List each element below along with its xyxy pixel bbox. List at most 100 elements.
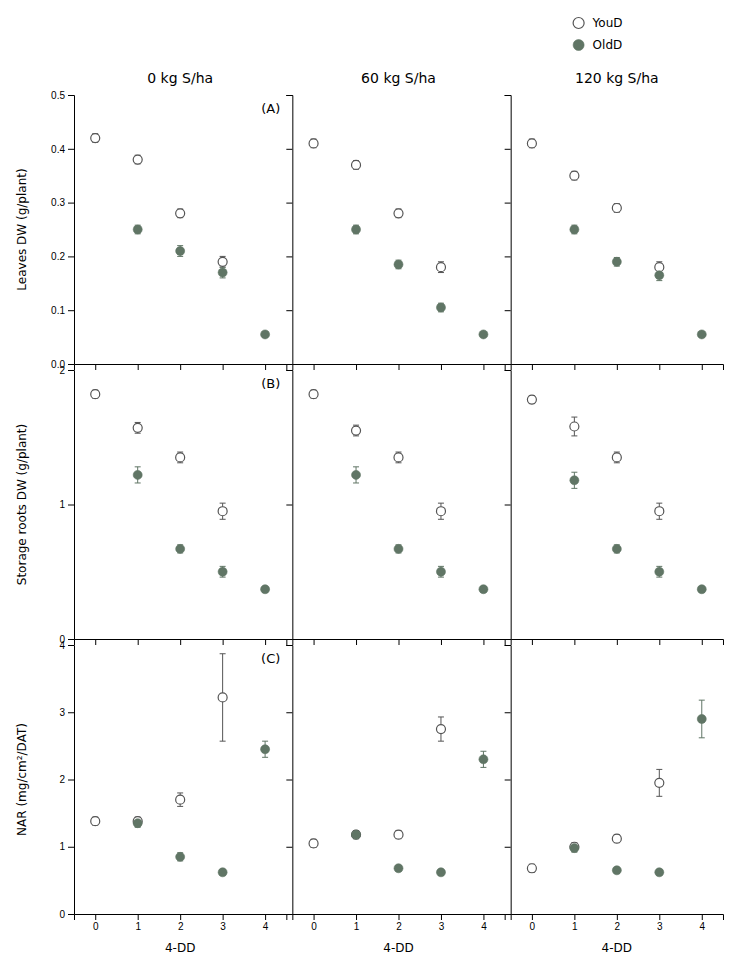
y-tick [505,505,511,506]
y-tick [286,505,292,506]
point [655,868,664,877]
x-axis-line [75,915,287,921]
point [479,585,488,594]
y-tick-mark [505,505,511,506]
point [527,864,536,873]
panel [286,371,505,646]
point [176,247,185,256]
x-tick-label: 4 [481,921,487,932]
point [91,817,100,826]
point [176,453,185,462]
x-tick: 4 [263,914,269,932]
x-tick [265,639,266,645]
point [218,268,227,277]
point [436,507,445,516]
y-tick-mark [286,95,292,96]
x-tick [95,639,96,645]
x-tick-mark [223,914,224,920]
y-axis [505,96,512,365]
x-tick-mark [617,914,618,920]
y-tick-mark [68,639,74,640]
x-tick-mark [483,639,484,645]
point [612,834,621,843]
y-tick-label: 3 [59,707,65,718]
x-tick-mark [483,914,484,920]
y-tick-mark [286,370,292,371]
y-tick-mark [505,256,511,257]
point [133,470,142,479]
y-axis [286,371,293,640]
x-tick [356,639,357,645]
x-tick-label: 2 [396,921,402,932]
point [309,390,318,399]
x-tick-mark [483,364,484,370]
y-tick [505,780,511,781]
x-tick: 1 [572,914,578,932]
y-tick-mark [68,712,74,713]
y-tick [505,256,511,257]
x-tick: 2 [615,914,621,932]
x-tick-mark [223,364,224,370]
x-axis [75,364,287,370]
y-tick-mark [68,847,74,848]
chart-svg: 0.00.10.20.30.40.50 kg S/ha(A)Leaves DW … [0,0,737,964]
x-tick-mark [399,639,400,645]
y-tick [286,310,292,311]
y-tick-mark [68,203,74,204]
x-tick [617,364,618,370]
x-tick [532,639,533,645]
y-tick-mark [286,780,292,781]
x-axis-line [511,365,723,371]
point [612,866,621,875]
y-axis [286,646,293,915]
point [309,139,318,148]
plot-area [91,654,270,877]
y-tick-label: 0.1 [51,305,65,316]
column-title: 120 kg S/ha [575,70,659,86]
y-tick-mark [68,149,74,150]
y-tick-mark [505,364,511,365]
y-tick-label: 4 [59,640,65,651]
y-tick-mark [286,310,292,311]
y-tick: 0 [59,909,74,920]
x-tick: 2 [178,914,184,932]
y-tick [286,364,292,365]
y-tick: 0.1 [51,305,74,316]
point [570,171,579,180]
panel: 0.00.10.20.30.40.50 kg S/ha(A)Leaves DW … [15,70,287,370]
x-axis [293,639,505,645]
x-axis [511,364,723,370]
x-tick [138,364,139,370]
x-tick [180,639,181,645]
x-tick-mark [180,914,181,920]
y-tick [505,95,511,96]
x-axis-title: 4-DD [165,941,195,955]
point [697,585,706,594]
x-tick [399,364,400,370]
x-tick [265,364,266,370]
plot-area [527,139,706,339]
panel: 120 kg S/haYouDOldD [505,16,724,370]
legend-label: YouD [592,16,623,30]
point [133,225,142,234]
y-tick: 2 [59,774,74,785]
x-tick-mark [617,364,618,370]
y-tick-mark [505,780,511,781]
x-tick-mark [399,364,400,370]
point [352,426,361,435]
x-tick [702,364,703,370]
y-tick [505,149,511,150]
panel: 012(B)Storage roots DW (g/plant) [15,365,287,645]
point [697,330,706,339]
y-tick-mark [286,364,292,365]
x-tick-mark [180,639,181,645]
x-tick-mark [314,914,315,920]
x-tick-mark [223,639,224,645]
y-tick-mark [505,370,511,371]
x-axis-line [293,365,505,371]
y-tick: 0.2 [51,251,74,262]
point [697,714,706,723]
point [612,257,621,266]
point [436,868,445,877]
x-axis [293,364,505,370]
